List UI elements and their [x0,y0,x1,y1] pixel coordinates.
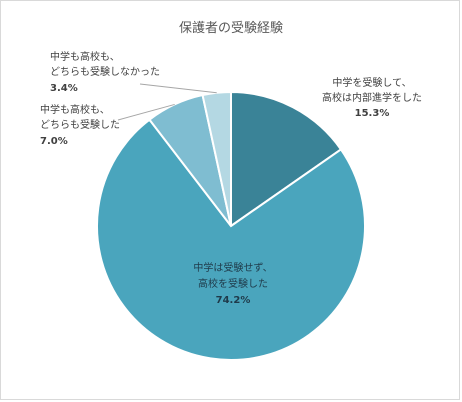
slice-label-0-line2: 高校は内部進学をした [322,91,422,104]
slice-label-0: 中学を受験して、 高校は内部進学をした 15.3% [322,76,422,119]
slice-label-3: 中学も高校も、 どちらも受験しなかった 3.4% [50,50,160,94]
leader-line-3 [139,83,217,94]
slice-label-2-line1: 中学も高校も、 [40,103,110,116]
leader-line-2 [117,103,175,121]
slice-label-1-line1: 中学は受験せず、 [193,261,272,274]
pie-slice-1 [96,118,366,361]
leader-lines-group [117,83,217,121]
slice-label-3-line2: どちらも受験しなかった [50,65,160,78]
slice-label-3-value: 3.4% [50,83,78,94]
slice-label-0-line1: 中学を受験して、 [332,76,411,89]
slice-label-0-value: 15.3% [355,108,390,119]
slice-label-1-line2: 高校を受験した [198,277,268,290]
slice-label-1: 中学は受験せず、 高校を受験した 74.2% [193,261,272,306]
slice-label-3-line1: 中学も高校も、 [50,50,120,63]
slice-label-2-line2: どちらも受験した [40,118,120,131]
slice-label-2: 中学も高校も、 どちらも受験した 7.0% [40,103,120,147]
slices-group [96,90,366,361]
slice-label-1-value: 74.2% [216,295,251,306]
slice-label-2-value: 7.0% [40,136,68,147]
chart-title: 保護者の受験経験 [179,20,283,36]
pie-slice-0 [230,90,343,228]
